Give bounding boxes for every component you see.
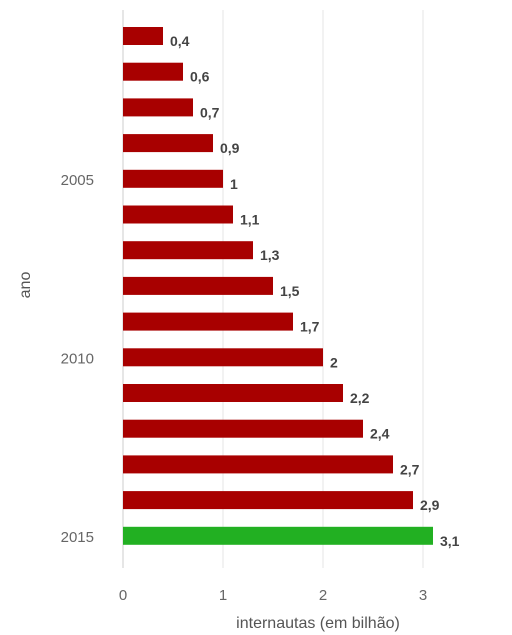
bar-2009 (123, 312, 293, 331)
data-label-2014: 2,9 (420, 497, 440, 513)
bar-2004 (123, 134, 213, 153)
bar-2010 (123, 348, 323, 367)
data-label-2002: 0,6 (190, 69, 210, 85)
data-label-2010: 2 (330, 354, 338, 370)
x-tick-label: 0 (119, 587, 127, 604)
bar-2011 (123, 384, 343, 402)
y-tick-label-2015: 2015 (61, 529, 94, 546)
value-labels: 0,4 0,6 0,7 0,9 1 1,1 1,3 1,5 1,7 2 2,2 2,4 2,7 2,9 3,… (170, 33, 460, 549)
bar-2007 (123, 241, 253, 260)
y-tick-label-2010: 2010 (61, 350, 94, 367)
y-axis-title: ano (17, 272, 34, 299)
bar-2005 (123, 169, 223, 188)
y-tick-labels: 2005 2010 2015 (61, 172, 94, 546)
y-tick-label-2005: 2005 (61, 172, 94, 189)
data-label-2008: 1,5 (280, 283, 300, 299)
bar-2014 (123, 491, 413, 510)
x-tick-labels: 0 1 2 3 (119, 587, 427, 604)
data-label-2012: 2,4 (370, 426, 390, 442)
x-tick-label: 3 (419, 587, 427, 604)
bar-2013 (123, 455, 393, 474)
bar-2002 (123, 62, 183, 81)
data-label-2007: 1,3 (260, 247, 280, 263)
data-label-2006: 1,1 (240, 212, 260, 228)
bar-2012 (123, 419, 363, 438)
data-label-2005: 1 (230, 176, 238, 192)
bar-2015 (123, 526, 433, 545)
data-label-2001: 0,4 (170, 33, 190, 49)
data-label-2004: 0,9 (220, 140, 240, 156)
data-label-2015: 3,1 (440, 533, 460, 549)
data-label-2009: 1,7 (300, 319, 320, 335)
bar-2003 (123, 98, 193, 117)
bars (123, 27, 433, 545)
data-label-2013: 2,7 (400, 461, 420, 477)
data-label-2003: 0,7 (200, 104, 220, 120)
data-label-2011: 2,2 (350, 390, 370, 406)
x-tick-label: 2 (319, 587, 327, 604)
x-tick-label: 1 (219, 587, 227, 604)
bar-2006 (123, 205, 233, 224)
x-axis-title: internautas (em bilhão) (236, 615, 400, 632)
bar-2001 (123, 27, 163, 45)
bar-2008 (123, 276, 273, 295)
